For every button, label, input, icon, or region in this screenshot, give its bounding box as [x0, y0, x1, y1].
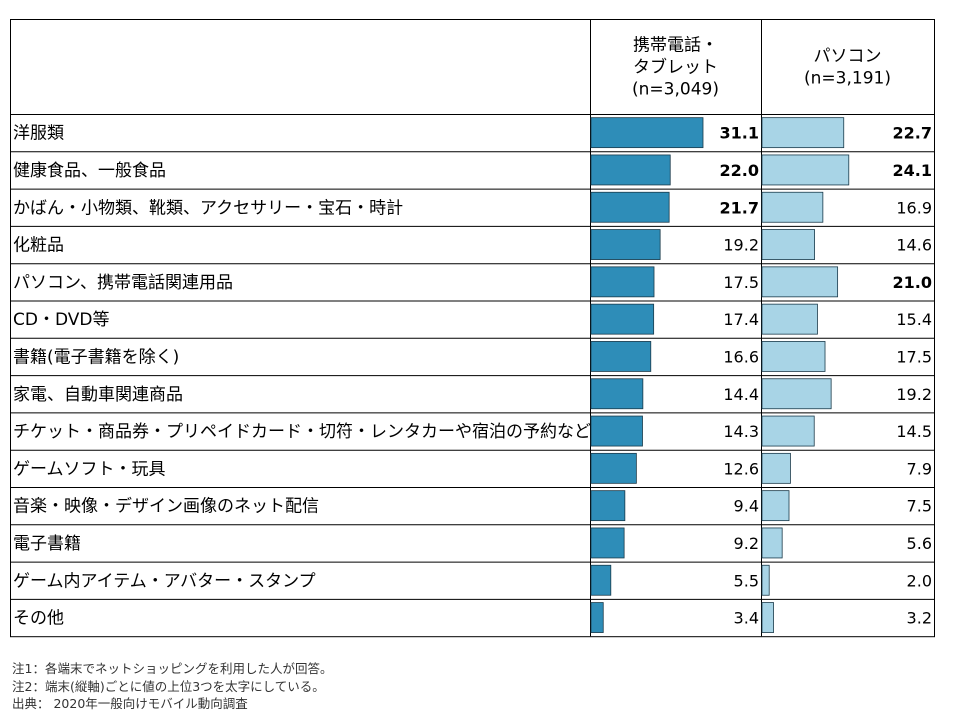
data-label: 14.5 [896, 422, 932, 441]
data-label: 17.5 [896, 347, 932, 366]
data-label: 5.5 [734, 571, 759, 590]
data-label: 22.7 [893, 124, 932, 143]
bar [761, 303, 818, 335]
bar [590, 527, 625, 559]
bar [761, 154, 850, 186]
data-label: 14.6 [896, 236, 932, 255]
data-label: 9.4 [734, 497, 759, 516]
category-label: 化粧品 [13, 236, 64, 256]
bar [761, 452, 791, 484]
category-label: パソコン、携帯電話関連用品 [13, 273, 233, 293]
data-label: 17.4 [723, 310, 759, 329]
data-label: 16.9 [896, 198, 932, 217]
bar [761, 341, 826, 372]
data-label: 15.4 [896, 310, 932, 329]
data-label: 3.4 [734, 609, 759, 628]
bar [590, 378, 644, 410]
category-label: 電子書籍 [13, 534, 81, 554]
note-1: 注1：各端末でネットショッピングを利用した人が回答。 [12, 661, 333, 676]
series-header-line: 携帯電話・ [633, 36, 718, 56]
bar [590, 415, 643, 447]
data-label: 2.0 [907, 571, 932, 590]
bar [590, 117, 704, 149]
category-label: かばん・小物類、靴類、アクセサリー・宝石・時計 [13, 198, 403, 218]
notes: 注1：各端末でネットショッピングを利用した人が回答。 注2：端末(縦軸)ごとに値… [12, 660, 332, 713]
chart: 携帯電話・タブレット(n=3,049) パソコン(n=3,191) 洋服類 31.1 2… [10, 19, 935, 638]
bar [761, 602, 774, 633]
data-label: 12.6 [723, 459, 759, 478]
category-label: ゲームソフト・玩具 [13, 459, 166, 479]
category-label: 健康食品、一般食品 [13, 161, 166, 181]
data-label: 21.0 [893, 273, 932, 292]
source-note: 出典： 2020年一般向けモバイル動向調査 [12, 696, 248, 711]
series-header-line: タブレット [633, 57, 718, 78]
bar [590, 341, 652, 372]
data-label: 5.6 [907, 534, 932, 553]
bar [761, 117, 845, 149]
bar [590, 564, 612, 596]
category-label: 音楽・映像・デザイン画像のネット配信 [13, 496, 319, 517]
data-label: 16.6 [723, 347, 759, 366]
data-label: 14.4 [723, 385, 759, 404]
category-label: CD・DVD等 [13, 310, 109, 330]
data-label: 19.2 [723, 236, 759, 255]
data-label: 21.7 [720, 198, 759, 217]
bar [761, 229, 815, 260]
bar [761, 266, 839, 298]
bar [590, 154, 671, 186]
data-label: 14.3 [723, 422, 759, 441]
category-label: その他 [13, 609, 64, 629]
bar [761, 415, 815, 447]
bar [590, 303, 655, 335]
bar [590, 266, 655, 298]
series-header-line: (n=3,191) [804, 69, 891, 89]
data-label: 22.0 [720, 161, 759, 180]
bar [761, 490, 790, 522]
bar [590, 452, 637, 484]
category-label: チケット・商品券・プリペイドカード・切符・レンタカーや宿泊の予約など [13, 422, 591, 442]
data-label: 24.1 [893, 161, 932, 180]
bar [761, 191, 824, 223]
bar [590, 229, 661, 260]
bar [761, 378, 832, 410]
category-label: 洋服類 [13, 124, 64, 144]
category-label: 書籍(電子書籍を除く) [13, 347, 179, 367]
data-label: 31.1 [720, 124, 759, 143]
series-header-line: (n=3,049) [632, 80, 719, 100]
bar [761, 564, 770, 596]
data-label: 19.2 [896, 385, 932, 404]
data-label: 7.5 [907, 497, 932, 516]
data-label: 9.2 [734, 534, 759, 553]
bar [761, 527, 783, 559]
category-label: 家電、自動車関連商品 [13, 385, 183, 405]
bar [590, 602, 604, 633]
category-label: ゲーム内アイテム・アバター・スタンプ [13, 571, 316, 591]
table-frame [10, 19, 935, 638]
data-label: 3.2 [907, 609, 932, 628]
note-2: 注2：端末(縦軸)ごとに値の上位3つを太字にしている。 [12, 678, 325, 694]
data-label: 17.5 [723, 273, 759, 292]
data-label: 7.9 [907, 459, 932, 478]
bar [590, 191, 670, 223]
bar [590, 490, 626, 522]
series-header-line: パソコン [814, 47, 882, 67]
